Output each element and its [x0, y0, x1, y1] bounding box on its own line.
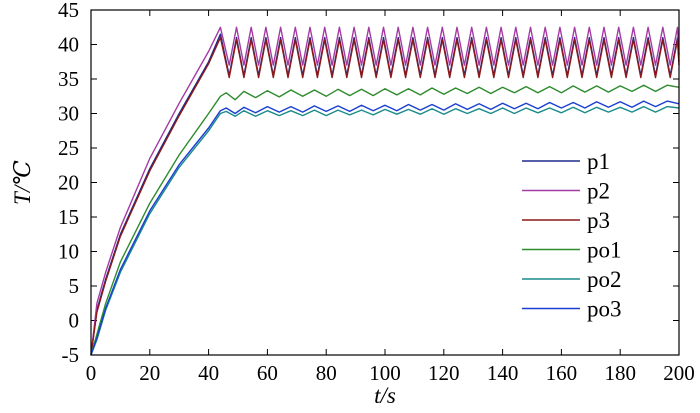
series-line-p2 — [90, 26, 680, 356]
legend: p1 p2 p3 po1 po2 po3 — [522, 149, 622, 322]
y-tick-label: 35 — [58, 67, 79, 91]
x-tick-label: 0 — [86, 361, 97, 385]
legend-label-po1: po1 — [587, 238, 622, 263]
legend-label-p2: p2 — [587, 179, 610, 204]
x-tick-label: 200 — [663, 361, 695, 385]
y-tick-label: 5 — [69, 274, 80, 298]
legend-label-po3: po3 — [587, 297, 622, 322]
x-tick-label: 20 — [139, 361, 160, 385]
y-tick-label: 40 — [58, 33, 79, 57]
y-tick-label: 30 — [58, 102, 79, 126]
legend-label-p1: p1 — [587, 149, 610, 174]
y-tick-label: 10 — [58, 240, 79, 264]
y-tick-label: 0 — [69, 309, 80, 333]
x-tick-label: 40 — [198, 361, 219, 385]
y-tick-label: 15 — [58, 205, 79, 229]
series-line-po1 — [90, 84, 680, 356]
y-tick-labels: -5 0 5 10 15 20 25 30 35 40 45 — [58, 0, 79, 367]
x-tick-label: 100 — [369, 361, 401, 385]
x-axis-label: t/s — [374, 383, 396, 408]
legend-label-p3: p3 — [587, 208, 610, 233]
series-line-po3 — [90, 100, 680, 356]
y-tick-label: 45 — [58, 0, 79, 22]
x-tick-labels: 0 20 40 60 80 100 120 140 160 180 200 — [86, 361, 695, 385]
series-lines — [90, 26, 680, 356]
y-tick-label: -5 — [62, 343, 80, 367]
y-axis-label: T/℃ — [10, 160, 35, 205]
series-line-po2 — [90, 105, 680, 356]
series-line-p3 — [90, 36, 680, 356]
y-tick-label: 25 — [58, 136, 79, 160]
x-tick-label: 80 — [316, 361, 337, 385]
x-tick-label: 120 — [428, 361, 460, 385]
plot-frame — [90, 9, 680, 356]
x-tick-label: 140 — [487, 361, 519, 385]
x-tick-label: 180 — [604, 361, 636, 385]
x-tick-label: 160 — [546, 361, 578, 385]
y-tick-label: 20 — [58, 171, 79, 195]
x-tick-label: 60 — [257, 361, 278, 385]
legend-label-po2: po2 — [587, 267, 622, 292]
